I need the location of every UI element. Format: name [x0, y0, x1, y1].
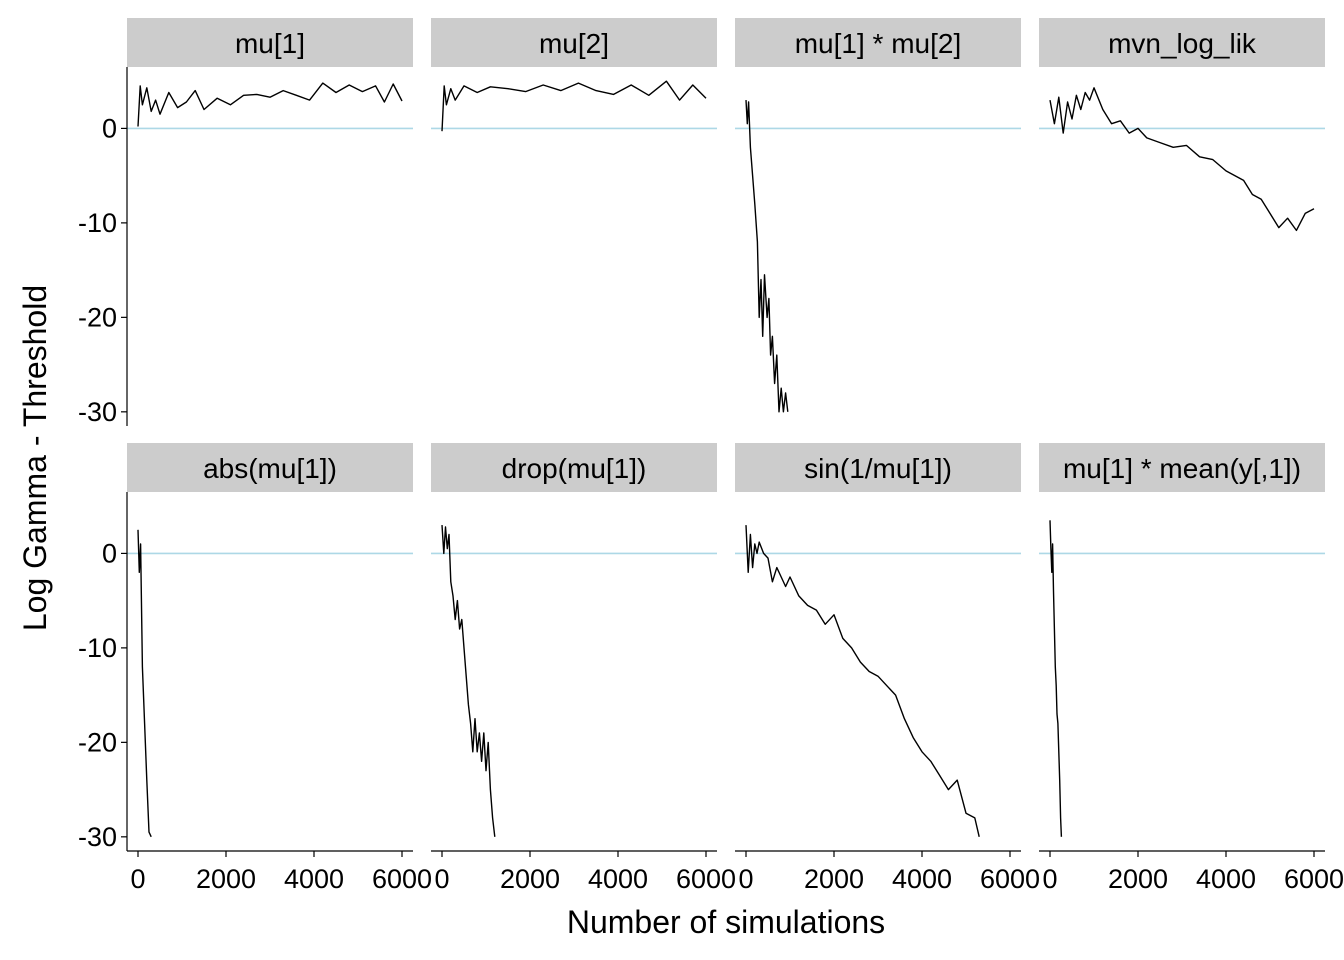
series-line	[137, 529, 152, 838]
strip-label: mu[1] * mean(y[,1])	[1063, 453, 1301, 484]
panel: mvn_log_lik	[1039, 18, 1325, 232]
strip-background	[127, 443, 413, 492]
panel: mu[1] * mu[2]	[735, 18, 1021, 413]
strip-background	[1039, 18, 1325, 67]
series-line	[441, 525, 496, 837]
series-line	[745, 525, 980, 837]
panel: mu[2]	[431, 18, 717, 132]
series-line	[1049, 520, 1063, 837]
strip-background	[431, 18, 717, 67]
x-tick-label: 4000	[892, 864, 952, 894]
x-tick-label: 2000	[1108, 864, 1168, 894]
panel: mu[1] 0 -10 -20 -30	[78, 18, 413, 427]
series-line	[1049, 87, 1315, 232]
x-tick-label: 2000	[804, 864, 864, 894]
strip-label: sin(1/mu[1])	[804, 453, 952, 484]
strip-label: mvn_log_lik	[1108, 28, 1257, 59]
strip-background	[735, 18, 1021, 67]
panel: abs(mu[1]) 0 -10 -20 -30 0 2000 4000 6000	[78, 443, 432, 894]
strip-background	[127, 18, 413, 67]
x-tick-label: 0	[738, 864, 753, 894]
x-tick-label: 6000	[980, 864, 1040, 894]
y-tick-label: -30	[78, 397, 117, 427]
strip-background	[735, 443, 1021, 492]
x-tick-label: 6000	[372, 864, 432, 894]
y-tick-label: -30	[78, 822, 117, 852]
y-tick-label: 0	[102, 538, 117, 568]
strip-label: mu[1] * mu[2]	[795, 28, 962, 59]
panel: drop(mu[1]) 0 2000 4000 6000	[431, 443, 736, 894]
x-tick-label: 0	[130, 864, 145, 894]
y-tick-label: -20	[78, 302, 117, 332]
series-line	[441, 80, 707, 132]
x-tick-label: 6000	[676, 864, 736, 894]
series-line	[745, 100, 789, 413]
y-tick-label: -10	[78, 633, 117, 663]
x-tick-label: 0	[434, 864, 449, 894]
y-axis-title: Log Gamma - Threshold	[17, 285, 53, 631]
strip-label: mu[2]	[539, 28, 609, 59]
y-tick-label: -10	[78, 208, 117, 238]
x-axis-title: Number of simulations	[567, 904, 885, 940]
panels-layer: mu[1] 0 -10 -20 -30 mu[2] mu[1] * mu[2] mvn_log…	[78, 18, 1344, 894]
x-tick-label: 4000	[1196, 864, 1256, 894]
x-tick-label: 4000	[284, 864, 344, 894]
panel: sin(1/mu[1]) 0 2000 4000 6000	[735, 443, 1040, 894]
strip-label: drop(mu[1])	[502, 453, 647, 484]
x-tick-label: 2000	[196, 864, 256, 894]
strip-label: mu[1]	[235, 28, 305, 59]
x-tick-label: 2000	[500, 864, 560, 894]
x-tick-label: 4000	[588, 864, 648, 894]
y-tick-label: 0	[102, 113, 117, 143]
y-tick-label: -20	[78, 727, 117, 757]
series-line	[137, 82, 403, 127]
strip-label: abs(mu[1])	[203, 453, 337, 484]
strip-background	[431, 443, 717, 492]
x-tick-label: 0	[1042, 864, 1057, 894]
panel: mu[1] * mean(y[,1]) 0 2000 4000 6000	[1039, 443, 1344, 894]
x-tick-label: 6000	[1284, 864, 1344, 894]
strip-background	[1039, 443, 1325, 492]
